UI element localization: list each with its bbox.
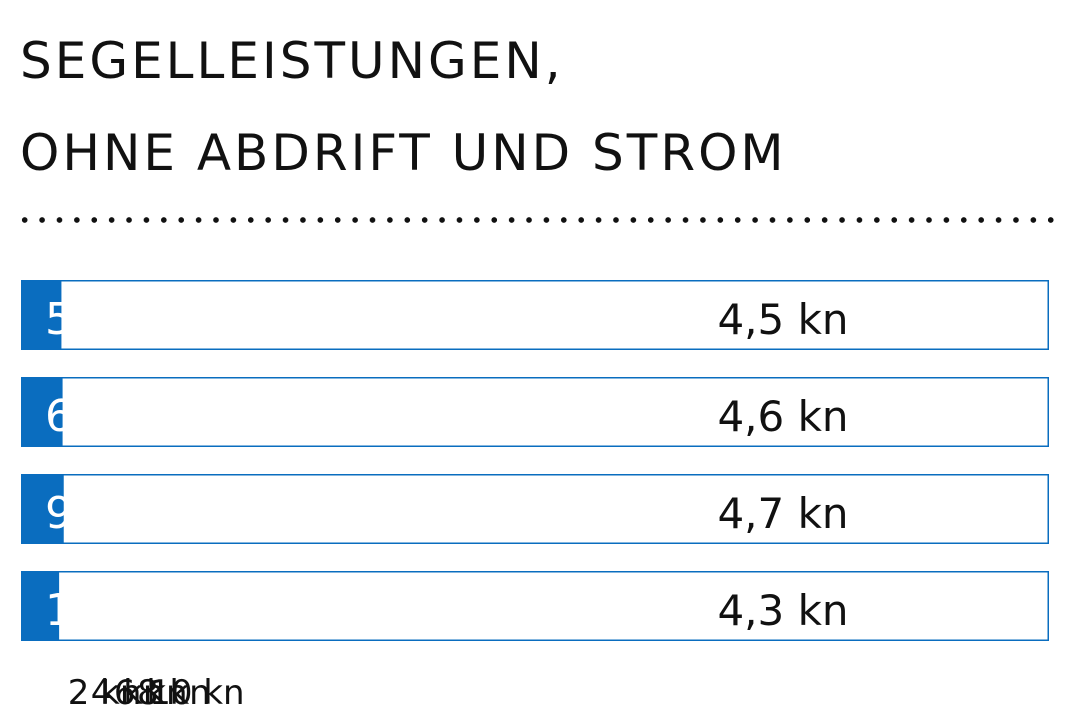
bar-value-label-1: 4,6 kn — [717, 392, 848, 441]
x-tick-label-3: 8 kn — [137, 673, 211, 712]
bar-value-label-3: 4,3 kn — [717, 586, 848, 635]
bar-category-label-3: 130 Grad * — [45, 585, 286, 636]
bar-2 — [21, 474, 64, 544]
bar-3 — [21, 571, 60, 641]
bar-frame-0 — [21, 280, 1049, 350]
bar-category-label-1: 65 Grad — [45, 391, 222, 442]
bar-category-label-2: 90 Grad * — [45, 488, 258, 539]
bar-frame-2 — [21, 474, 1049, 544]
x-tick-label-0: 2 kn — [68, 673, 142, 712]
x-tick-label-1: 4 kn — [91, 673, 165, 712]
bar-category-label-0: 55 Grad — [45, 294, 222, 345]
dotted-divider — [16, 216, 1060, 224]
x-tick-label-2: 6 kn — [114, 673, 188, 712]
bar-value-label-2: 4,7 kn — [717, 489, 848, 538]
bar-1 — [21, 377, 63, 447]
bar-frame-1 — [21, 377, 1049, 447]
bar-frame-3 — [21, 571, 1049, 641]
bar-value-label-0: 4,5 kn — [717, 295, 848, 344]
chart-title-line-1: SEGELLEISTUNGEN, — [20, 32, 564, 90]
x-tick-label-4: 10 kn — [149, 673, 244, 712]
bar-0 — [21, 280, 62, 350]
chart-title-line-2: OHNE ABDRIFT UND STROM — [20, 124, 787, 182]
